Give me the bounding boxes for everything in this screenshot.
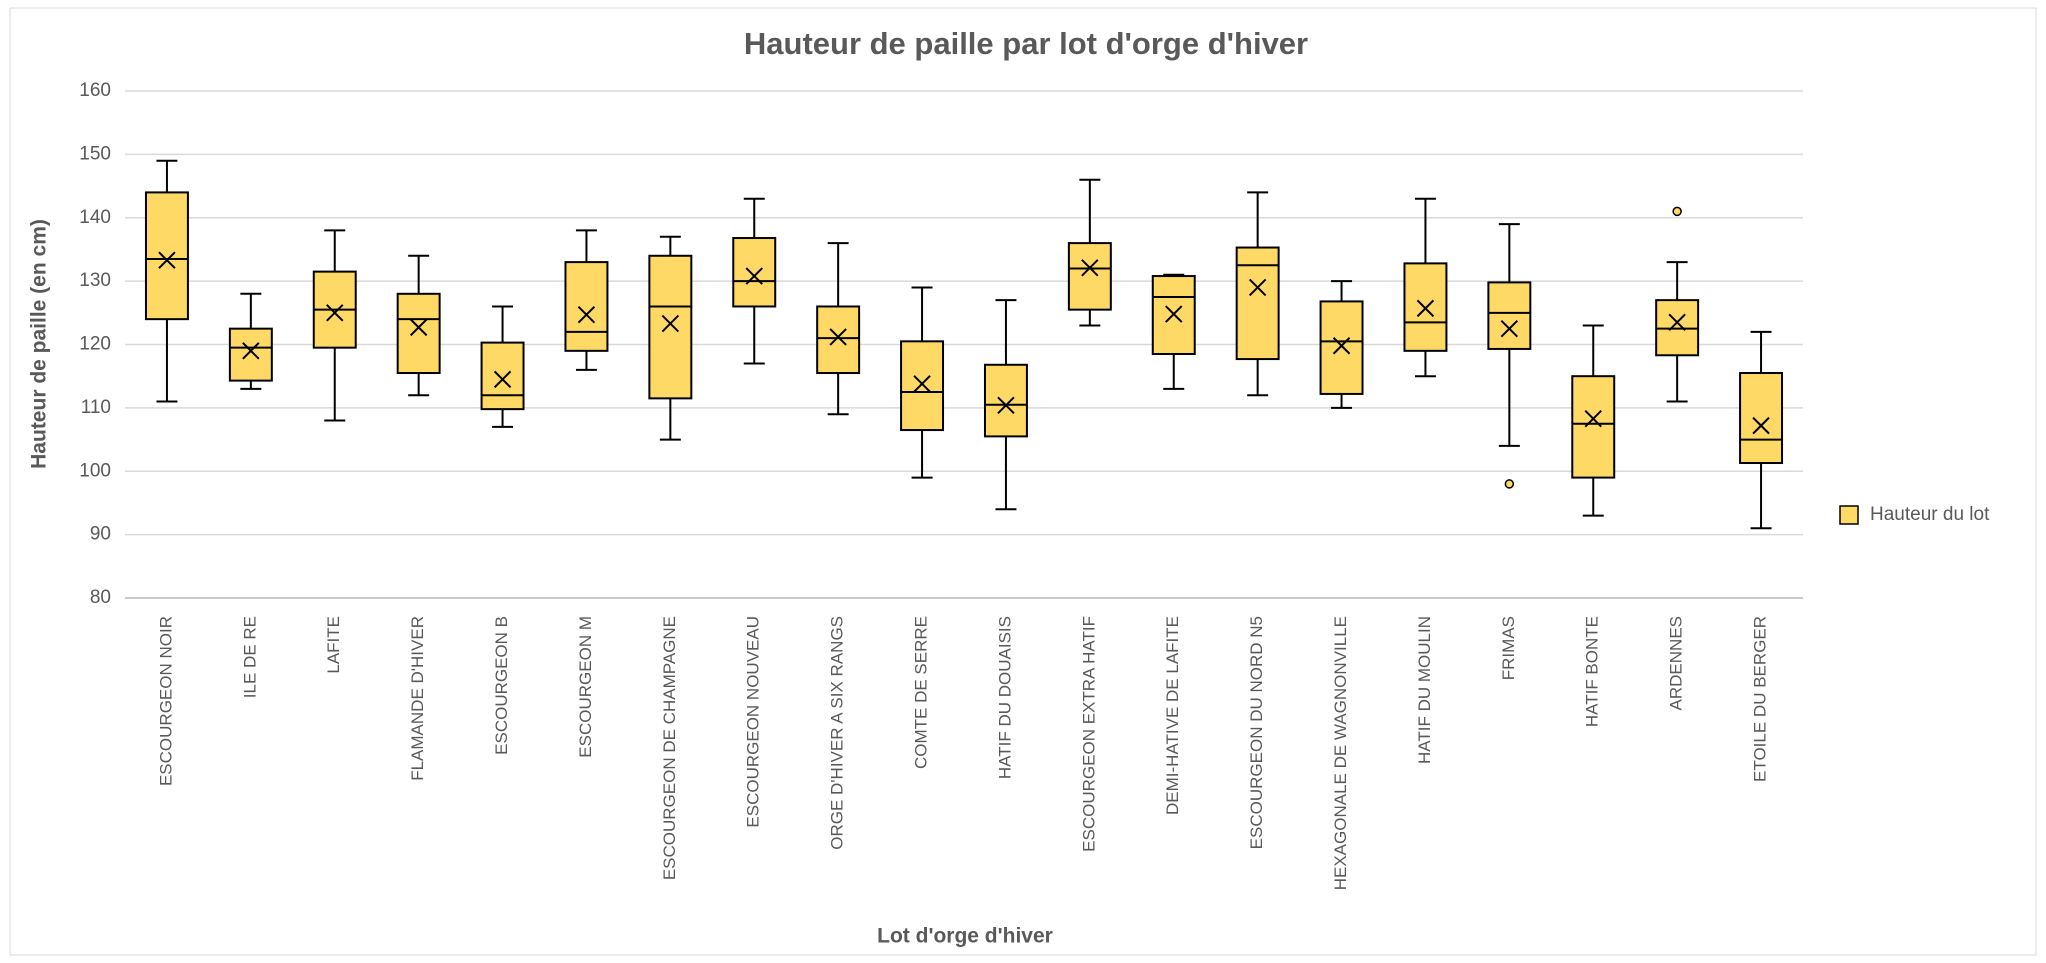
y-tick-label: 100: [79, 460, 111, 481]
box: [1067, 242, 1112, 311]
mean-marker: [577, 306, 596, 324]
mean-marker: [913, 375, 931, 393]
x-tick-label: ILE DE RE: [240, 616, 259, 698]
box: [1739, 372, 1784, 465]
box: [732, 237, 777, 308]
legend-label: Hauteur du lot: [1870, 504, 1990, 525]
x-tick-label: ESCOURGEON DU NORD N5: [1247, 616, 1266, 849]
x-tick-label: ETOILE DU BERGER: [1751, 616, 1770, 782]
mean-marker: [1500, 319, 1519, 338]
y-tick-label: 140: [79, 207, 111, 228]
x-tick-label: ESCOURGEON M: [576, 616, 595, 758]
x-tick-label: ARDENNES: [1667, 616, 1686, 710]
mean-marker: [242, 342, 260, 360]
box: [480, 341, 525, 411]
x-tick-label: COMTE DE SERRE: [912, 616, 931, 769]
x-axis-title: Lot d'orge d'hiver: [877, 925, 1053, 948]
mean-marker: [1332, 337, 1351, 355]
box: [648, 254, 693, 400]
x-tick-label: FRIMAS: [1499, 616, 1518, 680]
x-tick-label: HATIF DU MOULIN: [1415, 616, 1434, 764]
y-tick-label: 120: [79, 334, 111, 355]
mean-marker: [829, 328, 847, 346]
y-tick-label: 130: [79, 270, 111, 291]
mean-marker: [326, 304, 344, 322]
box: [228, 327, 273, 382]
box: [1319, 300, 1364, 395]
box: [564, 261, 609, 352]
outlier: [1504, 479, 1515, 489]
y-axis-title: Hauteur de paille (en cm): [28, 219, 51, 469]
y-tick-label: 80: [90, 587, 111, 608]
chart-border: [9, 7, 2037, 956]
mean-marker: [745, 267, 763, 285]
mean-marker: [1081, 259, 1099, 277]
box: [983, 363, 1028, 438]
x-tick-label: ESCOURGEON B: [492, 616, 511, 755]
y-tick-label: 110: [81, 397, 111, 418]
mean-marker: [1752, 416, 1770, 435]
mean-marker: [661, 314, 680, 333]
x-tick-label: HEXAGONALE DE WAGNONVILLE: [1331, 616, 1350, 890]
y-tick-label: 160: [79, 80, 111, 101]
x-tick-label: ORGE D'HIVER A SIX RANGS: [828, 616, 847, 850]
x-tick-label: ESCOURGEON NOUVEAU: [744, 616, 763, 828]
mean-marker: [997, 396, 1015, 415]
box: [1571, 375, 1616, 479]
x-tick-label: ESCOURGEON DE CHAMPAGNE: [660, 616, 679, 880]
chart-title: Hauteur de paille par lot d'orge d'hiver: [744, 26, 1308, 61]
box: [144, 191, 189, 321]
box: [816, 305, 861, 375]
mean-marker: [1584, 409, 1602, 428]
x-tick-label: DEMI-HATIVE DE LAFITE: [1163, 616, 1182, 815]
mean-marker: [493, 370, 512, 389]
mean-marker: [1668, 313, 1686, 332]
mean-marker: [1165, 305, 1183, 323]
box: [1487, 281, 1532, 350]
x-tick-label: FLAMANDE D'HIVER: [408, 616, 427, 781]
box: [396, 292, 441, 375]
x-tick-label: HATIF BONTE: [1583, 616, 1602, 727]
outlier: [1672, 206, 1682, 217]
x-tick-label: ESCOURGEON NOIR: [156, 616, 175, 786]
y-tick-label: 150: [79, 143, 111, 164]
x-tick-label: ESCOURGEON EXTRA HATIF: [1079, 616, 1098, 852]
mean-marker: [409, 318, 428, 337]
box: [1235, 246, 1280, 361]
mean-marker: [158, 251, 176, 269]
mean-marker: [1248, 278, 1267, 297]
legend-swatch: [1839, 505, 1859, 525]
x-tick-label: HATIF DU DOUAISIS: [995, 616, 1014, 779]
x-tick-label: LAFITE: [324, 616, 343, 674]
mean-marker: [1416, 299, 1435, 318]
box: [900, 340, 945, 432]
y-tick-label: 90: [90, 524, 111, 545]
